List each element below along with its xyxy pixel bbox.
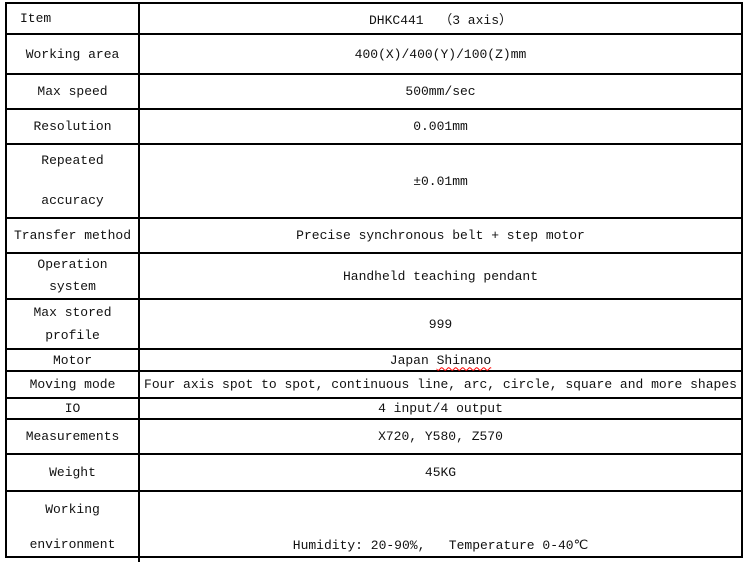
table-row-working-area: Working area 400(X)/400(Y)/100(Z)mm bbox=[7, 35, 741, 75]
table-row-max-stored-profile: Max stored profile 999 bbox=[7, 300, 741, 350]
row-label: Max stored profile bbox=[7, 300, 140, 348]
row-value: 999 bbox=[428, 316, 453, 332]
motor-value-prefix: Japan bbox=[389, 352, 437, 368]
row-label: Item bbox=[7, 4, 140, 33]
row-value: 500mm/sec bbox=[405, 84, 476, 99]
row-label: Weight bbox=[7, 455, 140, 490]
row-value: 0.001mm bbox=[413, 119, 468, 134]
row-label: Transfer method bbox=[7, 219, 140, 252]
row-value: ±0.01mm bbox=[413, 173, 468, 189]
table-row-max-speed: Max speed 500mm/sec bbox=[7, 75, 741, 110]
row-label: Working area bbox=[7, 35, 140, 73]
table-row-transfer-method: Transfer method Precise synchronous belt… bbox=[7, 219, 741, 254]
table-row-working-environment: Working environment Humidity: 20-90%, Te… bbox=[7, 492, 741, 562]
row-label: Operation system bbox=[7, 254, 140, 298]
table-row-measurements: Measurements X720, Y580, Z570 bbox=[7, 420, 741, 455]
row-label: IO bbox=[7, 399, 140, 418]
table-row-operation-system: Operation system Handheld teaching penda… bbox=[7, 254, 741, 300]
row-value: Four axis spot to spot, continuous line,… bbox=[144, 377, 737, 392]
row-value: Precise synchronous belt + step motor bbox=[296, 228, 585, 243]
table-row-item: Item DHKC441 （3 axis） bbox=[7, 4, 741, 35]
motor-value-misspelled-word: Shinano bbox=[436, 352, 492, 368]
row-value: Humidity: 20-90%, Temperature 0-40℃ bbox=[292, 538, 589, 553]
table-row-weight: Weight 45KG bbox=[7, 455, 741, 492]
row-label: Resolution bbox=[7, 110, 140, 143]
table-row-repeated-accuracy: Repeated accuracy ±0.01mm bbox=[7, 145, 741, 219]
row-label: Moving mode bbox=[7, 372, 140, 397]
row-label: Measurements bbox=[7, 420, 140, 453]
row-value: 4 input/4 output bbox=[378, 401, 503, 416]
table-row-resolution: Resolution 0.001mm bbox=[7, 110, 741, 145]
table-row-moving-mode: Moving mode Four axis spot to spot, cont… bbox=[7, 372, 741, 399]
row-value: Handheld teaching pendant bbox=[342, 268, 539, 284]
table-row-motor: Motor Japan Shinano bbox=[7, 350, 741, 372]
table-row-io: IO 4 input/4 output bbox=[7, 399, 741, 420]
row-label: Working environment bbox=[7, 492, 140, 562]
row-label: Motor bbox=[7, 350, 140, 370]
row-value: 45KG bbox=[424, 465, 457, 480]
row-value: X720, Y580, Z570 bbox=[378, 429, 503, 444]
row-value: 400(X)/400(Y)/100(Z)mm bbox=[354, 46, 527, 62]
row-label: Max speed bbox=[7, 75, 140, 108]
row-value: DHKC441 （3 axis） bbox=[368, 13, 513, 28]
row-label: Repeated accuracy bbox=[7, 145, 140, 217]
spec-table: Item DHKC441 （3 axis） Working area 400(X… bbox=[5, 2, 743, 562]
row-value: Japan Shinano bbox=[140, 350, 741, 370]
